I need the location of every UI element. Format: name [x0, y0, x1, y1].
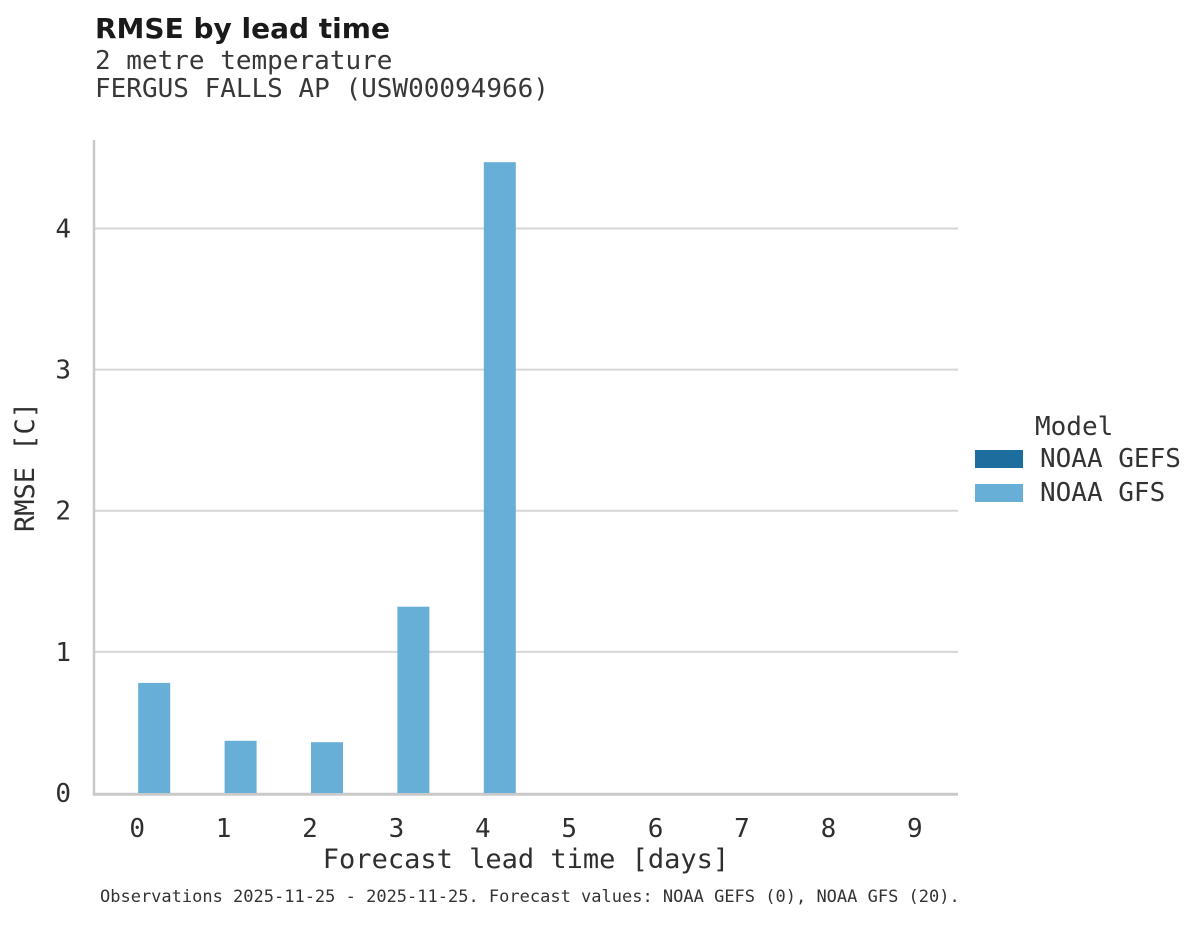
x-tick-label: 2	[302, 814, 318, 844]
x-tick-label: 1	[216, 814, 232, 844]
legend-item-noaa-gfs: NOAA GFS	[975, 476, 1195, 510]
x-tick-label: 9	[907, 814, 923, 844]
y-tick-label: 3	[55, 356, 71, 386]
y-tick-label: 2	[55, 497, 71, 527]
x-tick-label: 7	[734, 814, 750, 844]
chart-subtitle-station: FERGUS FALLS AP (USW00094966)	[95, 74, 549, 104]
legend-label: NOAA GFS	[1040, 478, 1166, 508]
legend-swatch-noaa-gefs	[975, 450, 1023, 468]
y-tick-label: 0	[55, 779, 71, 809]
chart-footnote: Observations 2025-11-25 - 2025-11-25. Fo…	[100, 887, 960, 907]
legend-item-noaa-gefs: NOAA GEFS	[975, 442, 1195, 476]
x-tick-label: 8	[821, 814, 837, 844]
page-title: RMSE by lead time	[95, 12, 390, 45]
legend-title: Model	[1035, 412, 1114, 442]
x-tick-label: 6	[648, 814, 664, 844]
chart-legend: Model NOAA GEFS NOAA GFS	[975, 412, 1195, 510]
y-tick-label: 4	[55, 214, 71, 244]
x-axis-title: Forecast lead time [days]	[323, 844, 729, 875]
bar-noaa-gfs-lead-2	[311, 742, 343, 793]
x-tick-label: 0	[129, 814, 145, 844]
chart-subtitle-variable: 2 metre temperature	[95, 46, 393, 76]
y-tick-label: 1	[55, 638, 71, 668]
bar-noaa-gfs-lead-3	[397, 606, 430, 793]
legend-swatch-noaa-gfs	[975, 484, 1023, 502]
bar-noaa-gfs-lead-4	[483, 162, 516, 794]
legend-label: NOAA GEFS	[1040, 444, 1181, 474]
y-axis-title: RMSE [C]	[10, 402, 41, 532]
x-tick-label: 5	[561, 814, 577, 844]
bar-noaa-gfs-lead-0	[138, 682, 171, 793]
x-tick-label: 3	[389, 814, 405, 844]
bar-noaa-gfs-lead-1	[224, 740, 257, 793]
x-tick-label: 4	[475, 814, 491, 844]
